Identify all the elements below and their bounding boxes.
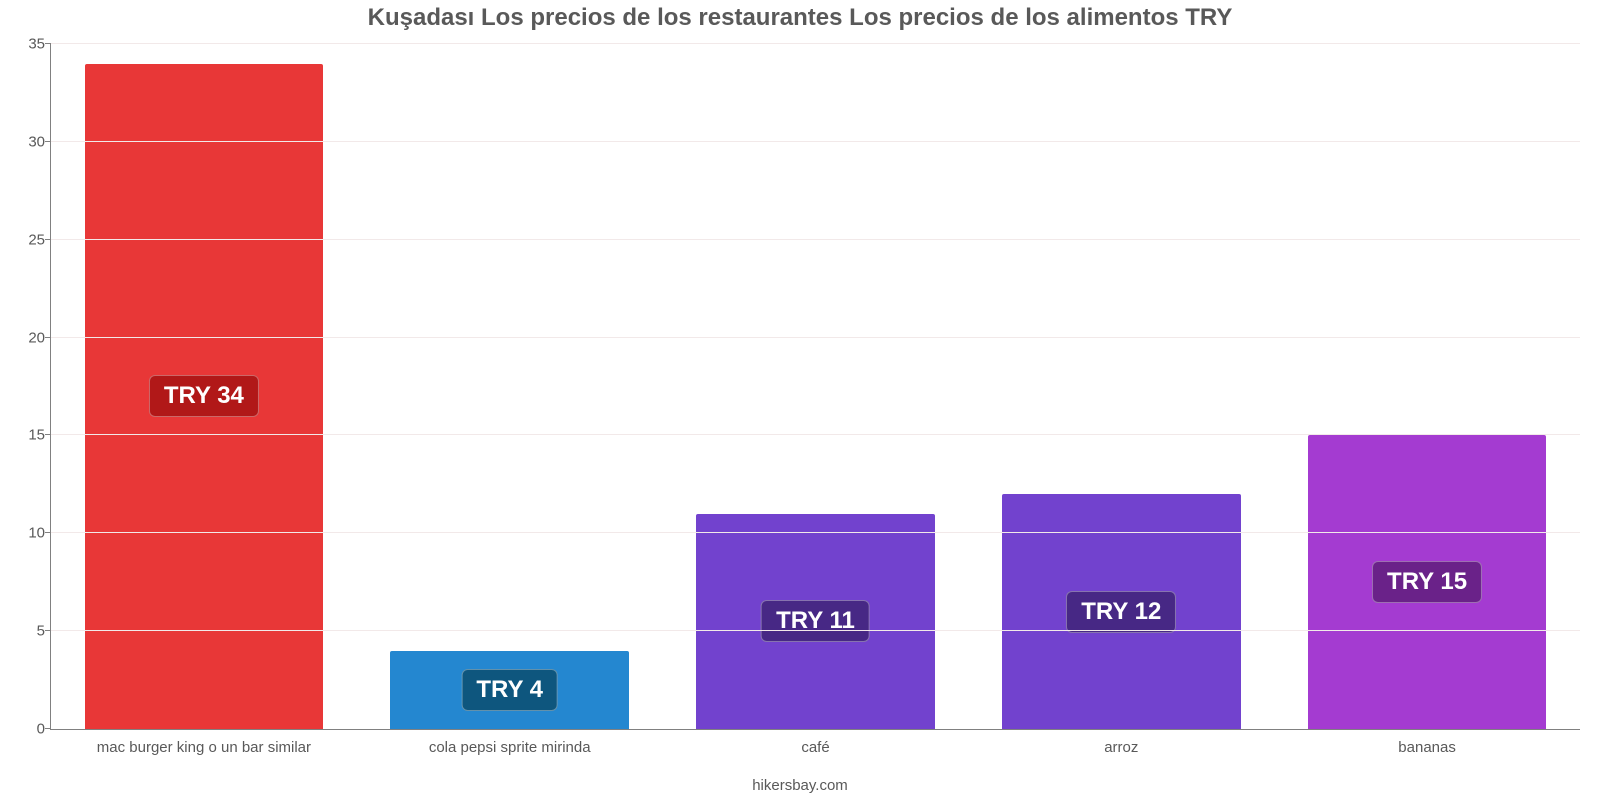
gridline	[51, 630, 1580, 631]
chart-title: Kuşadası Los precios de los restaurantes…	[20, 4, 1580, 32]
bar: TRY 15	[1308, 435, 1547, 729]
x-axis-label: café	[663, 739, 969, 756]
gridline	[51, 532, 1580, 533]
y-tick-label: 10	[11, 525, 45, 542]
gridline	[51, 337, 1580, 338]
plot-inner: TRY 34TRY 4TRY 11TRY 12TRY 15 mac burger…	[50, 44, 1580, 730]
y-tick-mark	[45, 434, 51, 435]
gridline	[51, 141, 1580, 142]
bar-slot: TRY 11	[663, 44, 969, 729]
plot-area: TRY 34TRY 4TRY 11TRY 12TRY 15 mac burger…	[50, 44, 1580, 730]
gridline	[51, 43, 1580, 44]
chart-footer: hikersbay.com	[0, 777, 1600, 794]
x-axis-label: cola pepsi sprite mirinda	[357, 739, 663, 756]
y-tick-mark	[45, 337, 51, 338]
chart-container: Kuşadası Los precios de los restaurantes…	[0, 0, 1600, 800]
y-tick-mark	[45, 532, 51, 533]
bar-value-label: TRY 11	[761, 600, 870, 642]
x-axis-labels: mac burger king o un bar similarcola pep…	[51, 739, 1580, 756]
bar-value-label: TRY 34	[149, 375, 259, 417]
y-tick-label: 15	[11, 427, 45, 444]
y-tick-mark	[45, 141, 51, 142]
x-axis-label: mac burger king o un bar similar	[51, 739, 357, 756]
x-axis-label: bananas	[1274, 739, 1580, 756]
bar: TRY 4	[390, 651, 629, 729]
y-tick-label: 35	[11, 36, 45, 53]
y-tick-label: 30	[11, 133, 45, 150]
bar: TRY 12	[1002, 494, 1241, 729]
y-tick-mark	[45, 239, 51, 240]
bar: TRY 11	[696, 514, 935, 729]
gridline	[51, 434, 1580, 435]
y-tick-label: 0	[11, 721, 45, 738]
y-tick-label: 25	[11, 231, 45, 248]
bar-value-label: TRY 4	[461, 669, 558, 711]
gridline	[51, 239, 1580, 240]
bar-value-label: TRY 12	[1066, 591, 1176, 633]
y-tick-mark	[45, 728, 51, 729]
x-axis-label: arroz	[968, 739, 1274, 756]
y-tick-mark	[45, 43, 51, 44]
bar-slot: TRY 34	[51, 44, 357, 729]
y-tick-label: 5	[11, 623, 45, 640]
bar-slot: TRY 15	[1274, 44, 1580, 729]
y-tick-label: 20	[11, 329, 45, 346]
y-tick-mark	[45, 630, 51, 631]
bar-slot: TRY 12	[968, 44, 1274, 729]
bar-slot: TRY 4	[357, 44, 663, 729]
bar-value-label: TRY 15	[1372, 561, 1482, 603]
bars-row: TRY 34 TRY 4 TRY 11 TRY 12 TRY 15	[51, 44, 1580, 729]
